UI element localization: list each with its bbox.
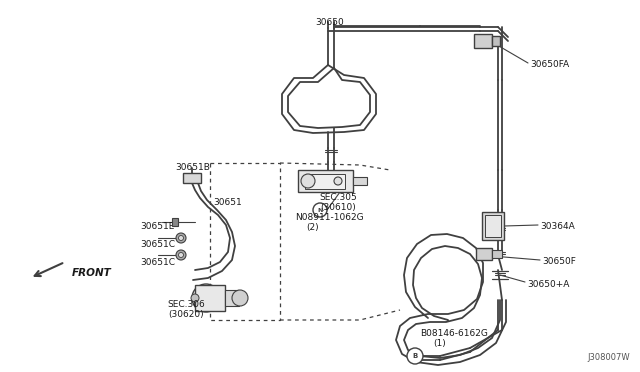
Circle shape	[301, 174, 315, 188]
Circle shape	[313, 203, 327, 217]
Text: B08146-6162G: B08146-6162G	[420, 329, 488, 338]
Bar	[183, 173, 201, 183]
Circle shape	[179, 235, 184, 241]
Bar	[195, 285, 225, 311]
Text: 30651C: 30651C	[140, 258, 175, 267]
Text: 30651B: 30651B	[175, 163, 211, 172]
Bar	[485, 215, 501, 237]
Text: (2): (2)	[306, 223, 319, 232]
Text: (30610): (30610)	[320, 203, 356, 212]
Circle shape	[176, 250, 186, 260]
Bar	[298, 170, 353, 192]
Text: (1): (1)	[433, 339, 445, 348]
Text: 30650FA: 30650FA	[530, 60, 569, 69]
Circle shape	[197, 289, 215, 307]
Bar	[492, 250, 502, 258]
Circle shape	[179, 253, 184, 257]
Text: B: B	[412, 353, 418, 359]
Bar	[225, 290, 239, 306]
Bar	[353, 177, 367, 185]
Text: 30650: 30650	[316, 18, 344, 27]
Bar	[305, 174, 345, 189]
Text: FRONT: FRONT	[72, 268, 112, 278]
Circle shape	[407, 348, 423, 364]
Text: 30650F: 30650F	[542, 257, 576, 266]
Text: N08911-1062G: N08911-1062G	[295, 213, 364, 222]
Circle shape	[191, 294, 199, 302]
Bar	[492, 36, 500, 46]
Text: (30620): (30620)	[168, 310, 204, 319]
Bar	[476, 248, 492, 260]
Text: J308007W: J308007W	[588, 353, 630, 362]
Circle shape	[176, 233, 186, 243]
Bar	[172, 218, 178, 226]
Circle shape	[232, 290, 248, 306]
Text: N: N	[317, 208, 323, 212]
Text: SEC.305: SEC.305	[319, 193, 357, 202]
Bar	[474, 34, 492, 48]
Text: 30364A: 30364A	[540, 222, 575, 231]
Text: 30651E: 30651E	[140, 222, 174, 231]
Text: 30650+A: 30650+A	[527, 280, 570, 289]
Text: 30651: 30651	[213, 198, 242, 207]
Bar	[482, 212, 504, 240]
Circle shape	[192, 284, 220, 312]
Text: 30651C: 30651C	[140, 240, 175, 249]
Text: SEC.306: SEC.306	[167, 300, 205, 309]
Circle shape	[334, 177, 342, 185]
